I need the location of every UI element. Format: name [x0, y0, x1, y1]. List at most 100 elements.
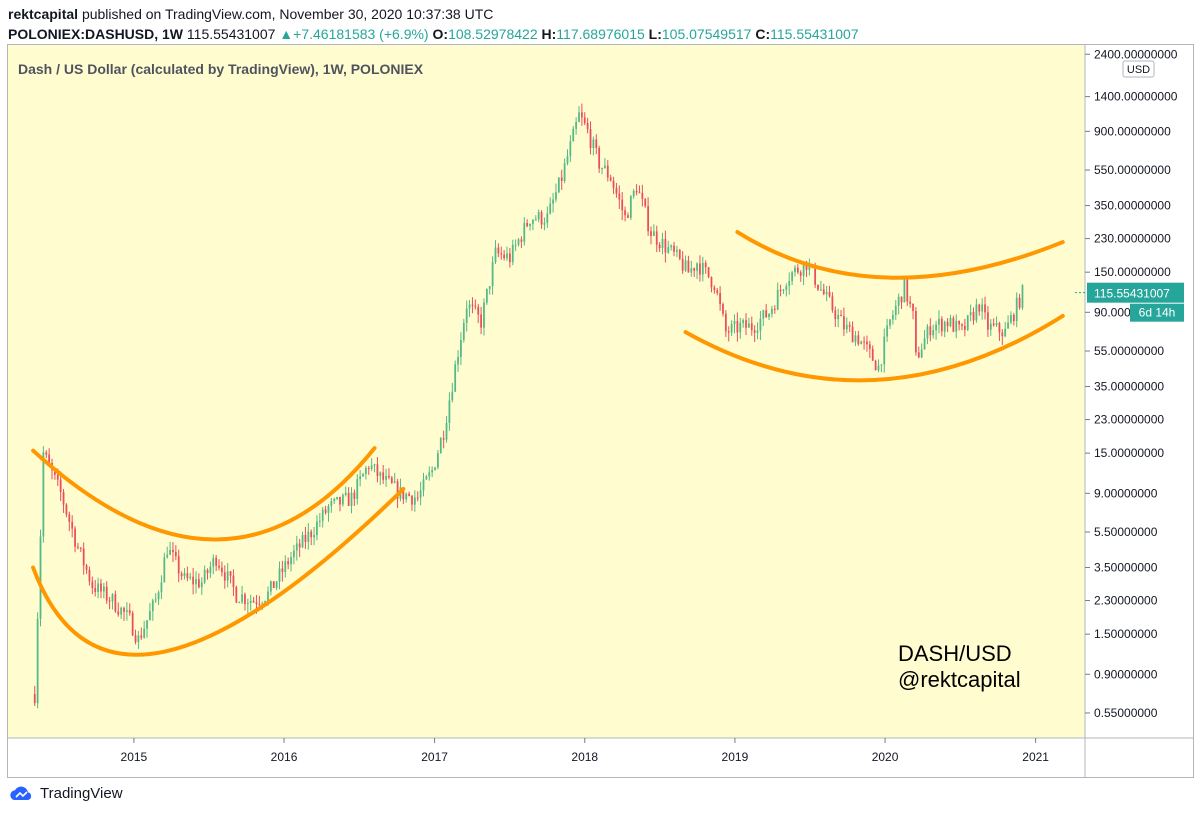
candle-body-up — [157, 592, 160, 600]
author-name[interactable]: rektcapital — [8, 6, 79, 22]
candle-body-down — [45, 452, 48, 455]
candle-body-up — [776, 289, 779, 310]
candle-body-down — [480, 314, 482, 328]
candle-body-up — [923, 338, 926, 350]
candle-body-up — [160, 582, 163, 593]
published-text: published on TradingView.com, November 3… — [81, 6, 494, 22]
candle-body-up — [785, 285, 788, 290]
candle-body-down — [402, 487, 405, 500]
y-tick-label: 550.00000000 — [1094, 163, 1171, 177]
candle-body-up — [333, 498, 336, 502]
candle-body-down — [946, 321, 949, 327]
candle-body-down — [88, 569, 91, 582]
candle-body-up — [969, 312, 972, 316]
candle-body-up — [434, 467, 436, 470]
candle-body-down — [408, 493, 410, 496]
candle-body-up — [336, 496, 338, 499]
candle-body-down — [727, 331, 730, 333]
candle-body-up — [791, 272, 793, 282]
candle-body-down — [91, 581, 94, 589]
candle-body-down — [612, 180, 615, 188]
candle-body-up — [419, 490, 422, 498]
close-value: 115.55431007 — [770, 26, 859, 42]
candle-body-up — [359, 476, 362, 480]
candles — [33, 103, 1024, 709]
candle-body-down — [520, 239, 523, 242]
candle-body-down — [713, 287, 716, 291]
candle-body-down — [477, 306, 480, 315]
candle-body-down — [978, 304, 981, 312]
candle-body-up — [652, 231, 655, 236]
trend-curve-3 — [735, 230, 1065, 280]
candle-body-down — [909, 301, 912, 304]
candle-body-down — [621, 199, 624, 211]
candle-body-up — [356, 479, 359, 499]
candle-body-down — [998, 323, 1001, 333]
candle-body-up — [506, 253, 508, 259]
candle-body-down — [650, 231, 652, 236]
candle-body-down — [85, 565, 88, 570]
candle-body-down — [1001, 332, 1004, 337]
candle-body-up — [365, 468, 367, 474]
candle-body-down — [595, 139, 598, 149]
candle-body-up — [293, 550, 295, 558]
candle-body-up — [739, 323, 742, 333]
candle-body-up — [880, 364, 883, 366]
candle-body-up — [742, 320, 745, 324]
y-tick-label: 9.00000000 — [1094, 486, 1158, 500]
candle-body-up — [1004, 328, 1007, 337]
candle-body-up — [246, 602, 249, 604]
candle-body-up — [557, 177, 560, 193]
candle-body-down — [814, 266, 817, 285]
candle-body-down — [172, 549, 174, 553]
candle-body-up — [592, 139, 595, 149]
candle-body-down — [687, 260, 690, 273]
candle-body-down — [215, 557, 218, 566]
candle-body-up — [212, 557, 215, 567]
candle-body-down — [367, 468, 370, 470]
candle-body-down — [799, 272, 802, 276]
candle-body-down — [255, 602, 258, 605]
candle-body-down — [871, 348, 874, 361]
candle-body-down — [857, 335, 860, 345]
candle-body-down — [984, 304, 986, 313]
tradingview-footer[interactable]: TradingView — [8, 785, 123, 802]
candle-body-down — [258, 604, 261, 606]
candle-body-up — [241, 594, 243, 603]
candle-body-up — [460, 339, 462, 357]
candle-body-down — [33, 694, 36, 704]
candle-body-up — [670, 245, 673, 248]
candle-body-up — [344, 492, 347, 495]
candle-body-down — [206, 569, 209, 574]
candle-body-down — [180, 573, 183, 577]
last-price-tag: 115.55431007 — [1087, 282, 1184, 303]
candle-body-down — [100, 583, 102, 592]
candle-body-up — [350, 492, 353, 506]
y-tick-label: 900.00000000 — [1094, 124, 1171, 138]
trend-curve-4 — [683, 313, 1065, 383]
x-tick-label: 2019 — [722, 750, 749, 764]
candle-body-down — [526, 222, 529, 227]
last-price-tag-box — [1087, 282, 1184, 303]
candle-body-up — [701, 262, 704, 275]
candle-body-up — [151, 600, 154, 612]
candle-body-down — [281, 568, 284, 572]
candle-body-up — [696, 263, 698, 271]
candle-body-up — [267, 591, 269, 602]
candle-body-up — [788, 281, 791, 286]
candle-body-up — [860, 341, 863, 345]
candle-body-down — [174, 552, 177, 557]
x-tick-label: 2018 — [571, 750, 598, 764]
candle-body-up — [269, 581, 272, 592]
candle-body-down — [655, 231, 658, 245]
chart-header: rektcapital published on TradingView.com… — [8, 4, 1192, 44]
candle-body-down — [724, 313, 727, 332]
candle-body-up — [808, 264, 811, 270]
candle-body-down — [624, 210, 626, 216]
candle-body-down — [796, 267, 799, 273]
candle-body-down — [442, 438, 445, 440]
candle-body-down — [131, 613, 134, 636]
candle-body-down — [272, 581, 275, 589]
candle-body-down — [56, 474, 59, 480]
